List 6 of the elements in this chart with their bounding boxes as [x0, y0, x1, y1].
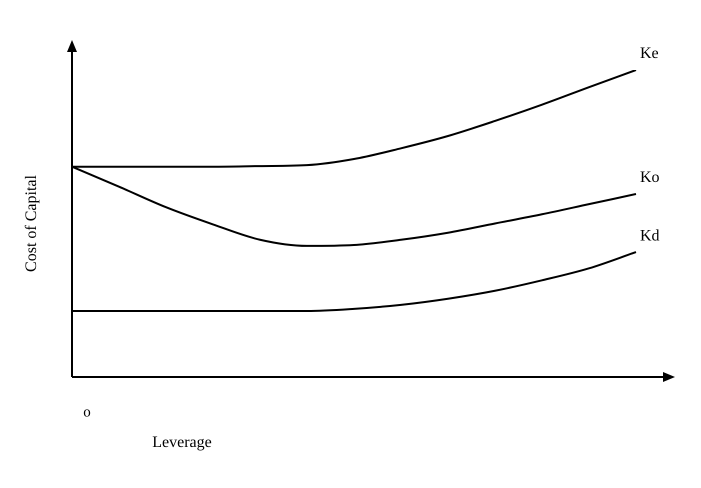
x-axis-title: Leverage — [152, 434, 212, 452]
series-label: Ko — [640, 169, 660, 186]
series-label: Ke — [640, 45, 659, 62]
y-axis-title: Cost of Capital — [23, 174, 40, 272]
text: o — [83, 404, 91, 420]
series-label: Kd — [640, 227, 660, 244]
